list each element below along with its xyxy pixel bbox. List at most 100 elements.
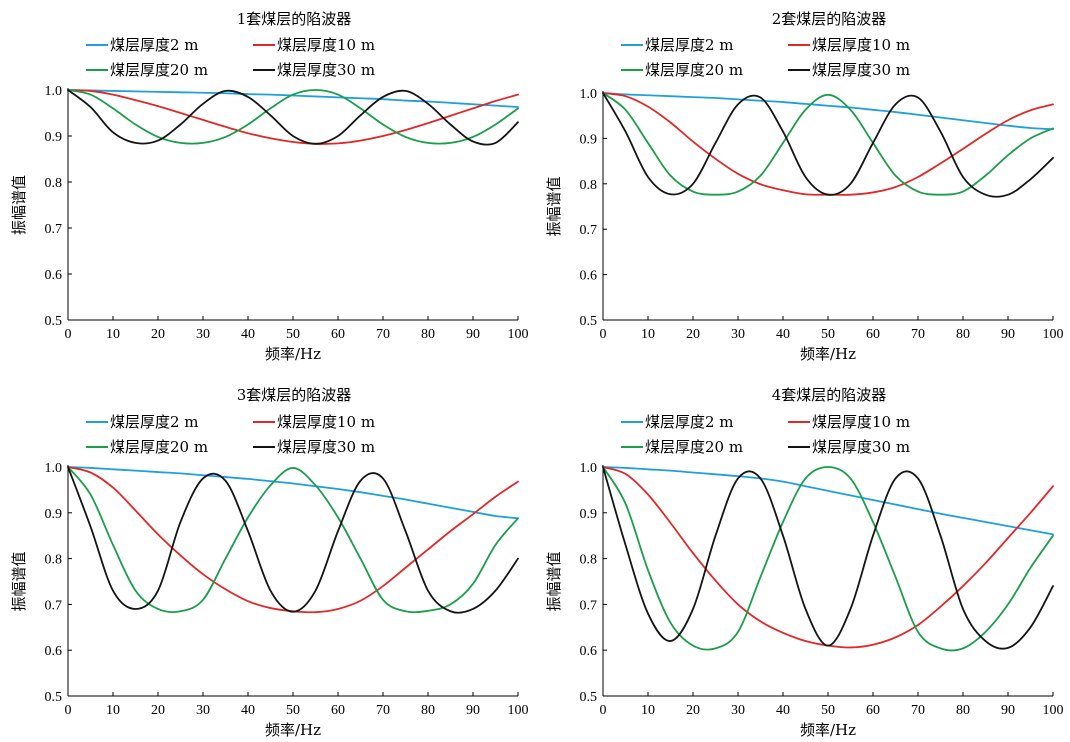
legend-label: 煤层厚度10 m xyxy=(277,36,375,54)
x-tick-label: 60 xyxy=(331,703,345,718)
y-tick-label: 0.9 xyxy=(580,132,598,147)
x-tick-label: 90 xyxy=(1001,327,1015,342)
series-line xyxy=(602,92,1054,198)
y-tick-label: 0.7 xyxy=(580,223,598,238)
x-tick-label: 100 xyxy=(1043,327,1064,342)
y-tick-label: 0.5 xyxy=(45,314,63,329)
x-tick-label: 30 xyxy=(196,327,210,342)
x-tick-label: 0 xyxy=(65,703,72,718)
y-tick-label: 1.0 xyxy=(45,461,63,476)
x-tick-label: 100 xyxy=(1043,703,1064,718)
x-tick-label: 0 xyxy=(600,703,607,718)
legend-label: 煤层厚度10 m xyxy=(277,413,375,431)
x-tick-label: 10 xyxy=(106,327,120,342)
x-tick-label: 20 xyxy=(686,703,700,718)
x-tick-label: 20 xyxy=(151,703,165,718)
x-tick-label: 30 xyxy=(731,327,745,342)
x-tick-label: 70 xyxy=(911,703,925,718)
legend-label: 煤层厚度20 m xyxy=(645,438,743,456)
x-tick-label: 60 xyxy=(331,327,345,342)
y-tick-label: 1.0 xyxy=(580,87,598,102)
chart-title: 4套煤层的陷波器 xyxy=(772,386,887,404)
y-axis-label: 振幅谱值 xyxy=(10,175,28,235)
x-tick-label: 10 xyxy=(106,703,120,718)
x-tick-label: 80 xyxy=(421,327,435,342)
chart-title: 2套煤层的陷波器 xyxy=(772,10,887,28)
x-tick-label: 30 xyxy=(196,703,210,718)
x-tick-label: 40 xyxy=(776,327,790,342)
chart-title: 1套煤层的陷波器 xyxy=(237,10,352,28)
x-tick-label: 30 xyxy=(731,703,745,718)
series-line xyxy=(602,466,1054,536)
x-tick-label: 0 xyxy=(65,327,72,342)
legend-label: 煤层厚度30 m xyxy=(277,438,375,456)
x-tick-label: 80 xyxy=(421,703,435,718)
y-tick-label: 0.7 xyxy=(580,598,598,613)
x-tick-label: 90 xyxy=(466,327,480,342)
y-tick-label: 0.5 xyxy=(580,314,598,329)
y-tick-label: 0.9 xyxy=(580,507,598,522)
legend-label: 煤层厚度30 m xyxy=(812,438,910,456)
x-tick-label: 10 xyxy=(641,703,655,718)
y-axis-label: 振幅谱值 xyxy=(545,551,563,611)
y-tick-label: 0.6 xyxy=(45,268,63,283)
x-tick-label: 90 xyxy=(466,703,480,718)
x-tick-label: 50 xyxy=(821,327,835,342)
y-tick-label: 0.9 xyxy=(45,507,63,522)
x-tick-label: 50 xyxy=(286,703,300,718)
y-tick-label: 0.8 xyxy=(45,553,63,568)
y-tick-label: 0.5 xyxy=(45,690,63,705)
series-line xyxy=(602,92,1054,196)
y-tick-label: 0.8 xyxy=(580,178,598,193)
series-line xyxy=(602,466,1054,649)
x-tick-label: 10 xyxy=(641,327,655,342)
y-axis-label: 振幅谱值 xyxy=(10,551,28,611)
series-line xyxy=(602,466,1054,650)
x-axis-label: 频率/Hz xyxy=(800,721,856,739)
y-axis-label: 振幅谱值 xyxy=(545,176,563,236)
y-tick-label: 0.8 xyxy=(580,553,598,568)
y-tick-label: 0.6 xyxy=(580,644,598,659)
y-tick-label: 0.7 xyxy=(45,598,63,613)
series-line xyxy=(602,92,1054,131)
x-tick-label: 40 xyxy=(776,703,790,718)
x-tick-label: 90 xyxy=(1001,703,1015,718)
legend-label: 煤层厚度10 m xyxy=(812,413,910,431)
series-line xyxy=(602,466,1054,652)
x-tick-label: 50 xyxy=(286,327,300,342)
legend-label: 煤层厚度2 m xyxy=(110,413,199,431)
legend-label: 煤层厚度2 m xyxy=(110,36,199,54)
x-tick-label: 80 xyxy=(956,327,970,342)
series-line xyxy=(67,466,519,614)
x-tick-label: 70 xyxy=(376,327,390,342)
y-tick-label: 1.0 xyxy=(45,84,63,99)
chart-title: 3套煤层的陷波器 xyxy=(237,386,352,404)
y-tick-label: 0.8 xyxy=(45,176,63,191)
x-tick-label: 60 xyxy=(866,327,880,342)
y-tick-label: 1.0 xyxy=(580,461,598,476)
legend-label: 煤层厚度20 m xyxy=(110,61,208,79)
legend-label: 煤层厚度30 m xyxy=(812,61,910,79)
x-tick-label: 100 xyxy=(508,703,529,718)
x-tick-label: 50 xyxy=(821,703,835,718)
legend-label: 煤层厚度30 m xyxy=(277,61,375,79)
legend-label: 煤层厚度2 m xyxy=(645,36,734,54)
x-tick-label: 20 xyxy=(686,327,700,342)
y-tick-label: 0.9 xyxy=(45,130,63,145)
legend-label: 煤层厚度20 m xyxy=(110,438,208,456)
y-tick-label: 0.7 xyxy=(45,222,63,237)
series-line xyxy=(67,89,519,146)
x-tick-label: 20 xyxy=(151,327,165,342)
x-tick-label: 70 xyxy=(376,703,390,718)
x-tick-label: 60 xyxy=(866,703,880,718)
x-axis-label: 频率/Hz xyxy=(800,345,856,363)
series-line xyxy=(67,89,519,145)
x-tick-label: 70 xyxy=(911,327,925,342)
x-tick-label: 0 xyxy=(600,327,607,342)
y-tick-label: 0.5 xyxy=(580,690,598,705)
